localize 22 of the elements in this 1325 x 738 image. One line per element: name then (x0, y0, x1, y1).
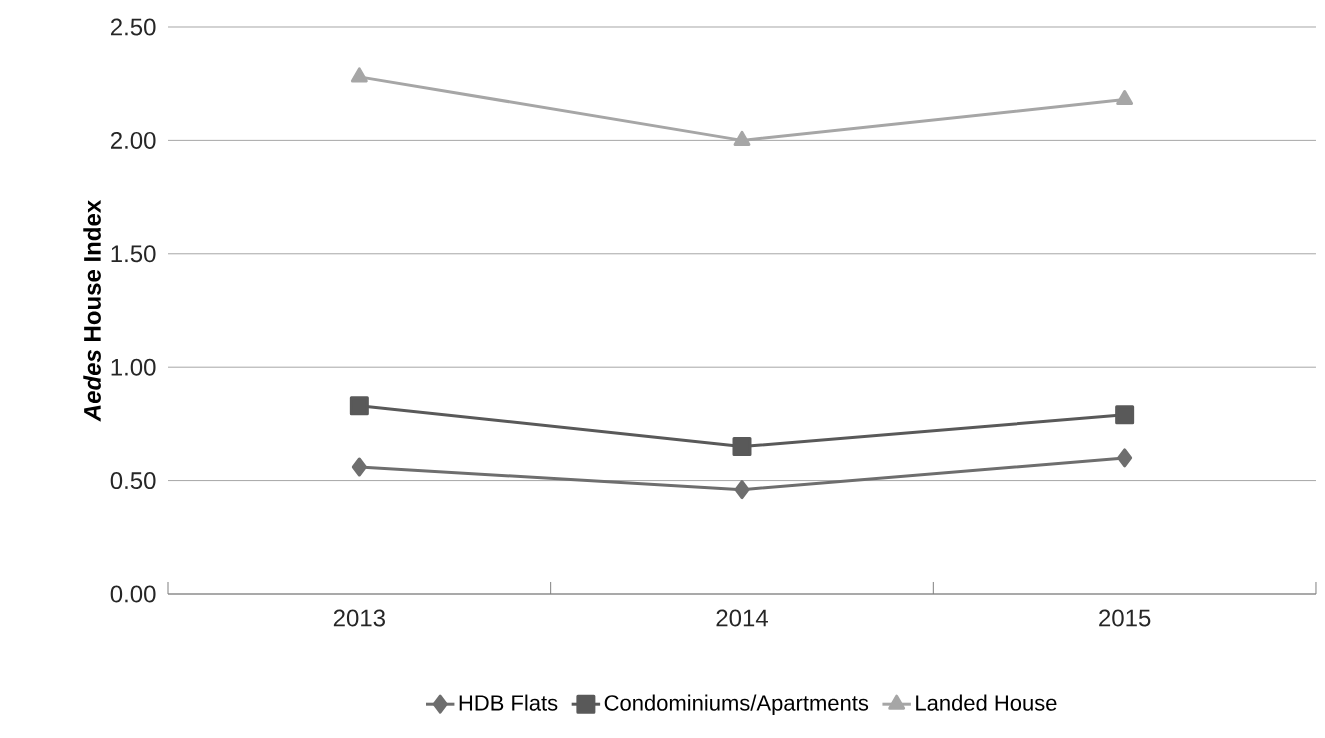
point (732, 437, 752, 457)
y-tick-label: 2.50 (110, 18, 156, 36)
x-tick-label: 2013 (333, 609, 385, 627)
point (349, 396, 369, 416)
legend-label: Landed House (916, 694, 1057, 711)
point (1116, 90, 1134, 106)
y-tick-label: 1.00 (111, 358, 156, 376)
y-tick-label: 0.00 (110, 585, 156, 603)
y-tick-label: 0.50 (110, 472, 156, 490)
point (1117, 448, 1133, 468)
point (733, 130, 751, 146)
y-axis-title: Aedes House Index (83, 199, 101, 422)
y-tick-label: 1.50 (111, 245, 156, 263)
point (734, 480, 750, 500)
point (1115, 405, 1135, 425)
x-tick-label: 2014 (716, 609, 768, 627)
point (350, 67, 368, 83)
legend-label: HDB Flats (459, 694, 558, 711)
x-tick-label: 2015 (1099, 609, 1151, 627)
y-tick-label: 2.00 (110, 131, 156, 149)
point (351, 457, 367, 477)
legend-label: Condominiums/Apartments (604, 694, 869, 716)
